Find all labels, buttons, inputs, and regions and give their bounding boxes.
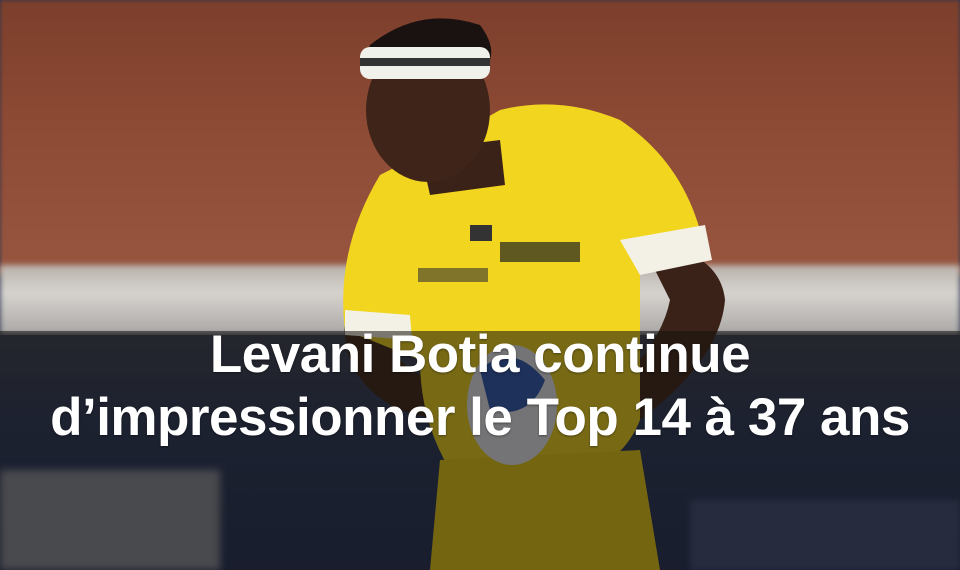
headline-overlay: [0, 331, 960, 570]
article-headline[interactable]: Levani Botia continue d’impressionner le…: [50, 325, 910, 447]
